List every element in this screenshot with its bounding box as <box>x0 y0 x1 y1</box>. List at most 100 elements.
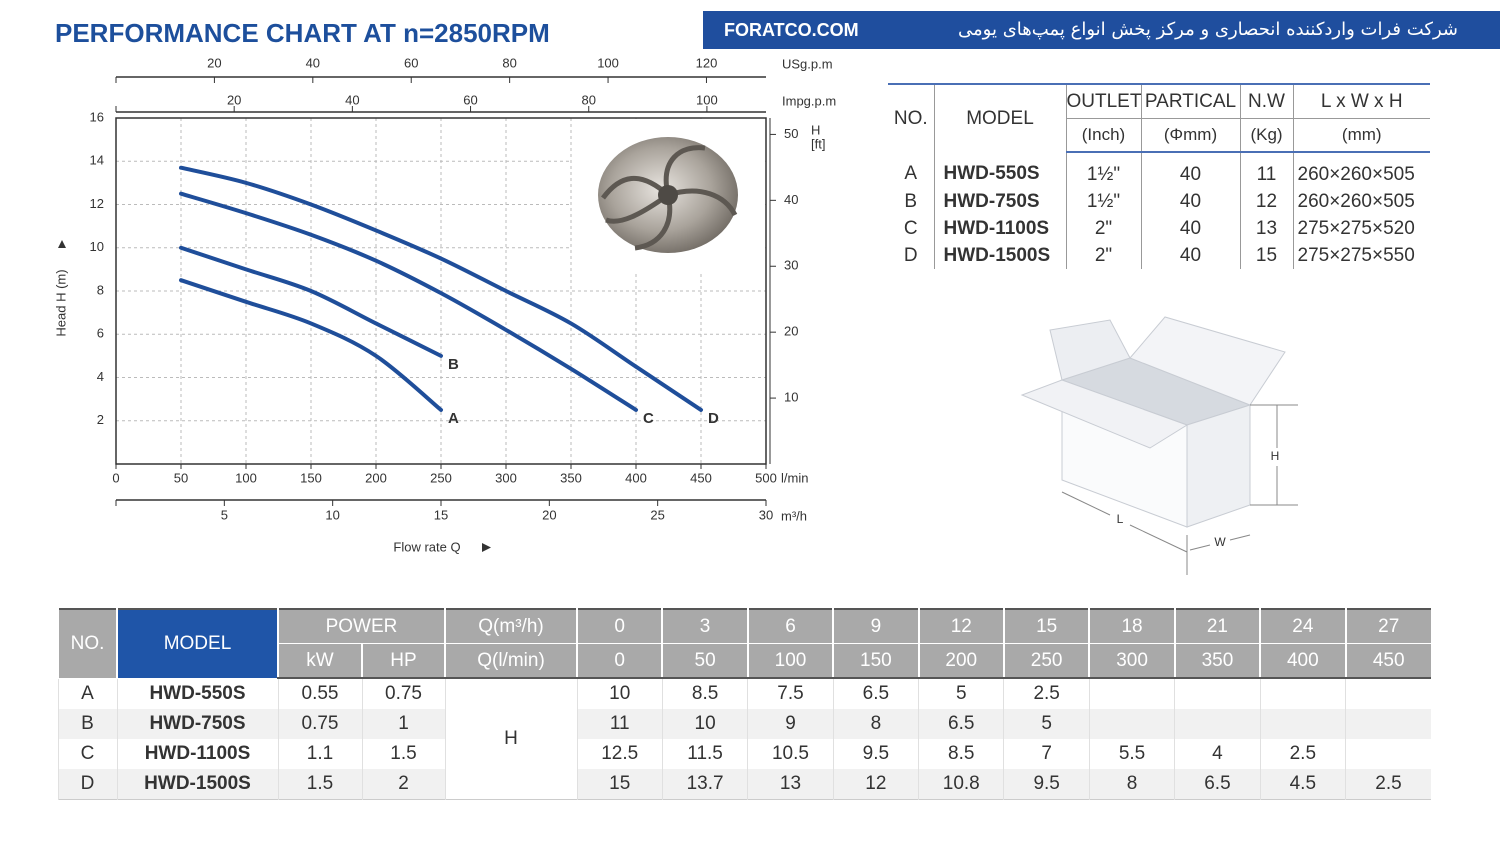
cell: HWD-750S <box>933 188 1066 215</box>
cell: 0.75 <box>361 678 445 709</box>
cell: 10 <box>576 678 663 709</box>
flow-header: 350 <box>1173 643 1261 679</box>
banner <box>703 11 1500 49</box>
cell <box>1174 678 1261 709</box>
y2-label: H <box>811 122 820 137</box>
flow-header: 0 <box>575 643 663 679</box>
performance-table: NO. MODEL POWER Q(m³/h) 0 3 6 9 12 15 18 21 24 27 kW HP… <box>57 608 1431 800</box>
x-tick-label: 150 <box>300 470 322 485</box>
column-header: Q(l/min) <box>444 643 577 679</box>
cell: 1 <box>361 709 445 739</box>
data-row: D HWD-1500S 1.5 2 15 13.7 13 12 10.8 9.5 8 6.5 4.5 2.… <box>57 769 1431 800</box>
cell: 11.5 <box>661 739 748 769</box>
axis-tick-label: 80 <box>581 92 595 107</box>
axis-tick-label: 120 <box>696 55 718 70</box>
y2-label: [ft] <box>811 136 825 151</box>
axis-tick-label: 30 <box>759 507 773 522</box>
cell: C <box>903 217 918 239</box>
cell: HWD-1500S <box>116 769 278 800</box>
axis-unit: USg.p.m <box>782 56 833 71</box>
cell: B <box>57 709 117 739</box>
cell: 1.5 <box>277 769 362 800</box>
cell: A <box>57 678 117 709</box>
x-tick-label: 200 <box>365 470 387 485</box>
y-label: Head H (m) <box>53 269 68 336</box>
cell: 275×275×520 <box>1292 215 1430 242</box>
cell: 5.5 <box>1088 739 1175 769</box>
cell: 2" <box>1065 242 1141 269</box>
flow-header: 300 <box>1088 643 1175 679</box>
x-tick-label: 50 <box>174 470 188 485</box>
cell: 2 <box>361 769 445 800</box>
flow-header: 450 <box>1344 643 1431 679</box>
cell: H <box>444 678 577 800</box>
flow-header: 12 <box>917 609 1004 644</box>
cell: 2" <box>1065 215 1141 242</box>
y-tick-label: 12 <box>90 196 104 211</box>
flow-header: 27 <box>1344 609 1431 644</box>
header-row: NO. MODEL POWER Q(m³/h) 0 3 6 9 12 15 18 21 24 27 <box>57 609 1431 679</box>
company: شرکت فرات واردکننده انحصاری و مرکز پخش ا… <box>958 19 1458 40</box>
cell: 12 <box>1239 188 1293 215</box>
cell <box>1345 739 1431 769</box>
flow-header: 15 <box>1002 609 1090 644</box>
page-title: PERFORMANCE CHART AT n=2850RPM <box>55 18 550 48</box>
x-label: Flow rate Q <box>393 539 460 554</box>
cell <box>1088 678 1175 709</box>
y-tick-label: 14 <box>90 153 104 168</box>
y2-tick-label: 10 <box>784 390 798 405</box>
column-unit: (Inch) <box>1065 118 1141 153</box>
cell: 7.5 <box>747 678 834 709</box>
y-tick-label: 2 <box>97 412 104 427</box>
curve <box>179 191 638 412</box>
column-unit: (mm) <box>1292 118 1430 153</box>
flow-header: 9 <box>832 609 919 644</box>
y2-tick-label: 50 <box>784 126 798 141</box>
cell: HWD-1100S <box>933 215 1066 242</box>
x-tick-label: 100 <box>235 470 257 485</box>
curve-label: C <box>643 410 654 427</box>
axis-tick-label: 80 <box>502 55 516 70</box>
column-header: Q(m³/h) <box>444 609 577 644</box>
column-header: MODEL <box>116 609 278 679</box>
cell: 13.7 <box>661 769 748 800</box>
cell: 0.75 <box>277 709 362 739</box>
flow-header: 0 <box>575 609 663 644</box>
cell: HWD-1100S <box>116 739 278 769</box>
cell: 1.1 <box>277 739 362 769</box>
cell: 8 <box>1088 769 1175 800</box>
cell <box>1088 709 1175 739</box>
data-row: C HWD-1100S 1.1 1.5 12.5 11.5 10.5 9.5 8.5 7 5.5 4 2… <box>57 739 1431 769</box>
column-header: NO. <box>888 83 934 152</box>
cell: 2.5 <box>1003 678 1090 709</box>
cell <box>1174 709 1261 739</box>
site: FORATCO.COM <box>724 20 859 40</box>
header-row: NO. MODEL OUTLET PARTICAL N.W L x W x H <box>888 83 1430 152</box>
cell: HWD-750S <box>116 709 278 739</box>
cell: 40 <box>1140 242 1240 269</box>
column-header: N.W <box>1239 83 1293 119</box>
cell: 13 <box>1239 215 1293 242</box>
cell: D <box>57 769 117 800</box>
cell: HWD-550S <box>933 152 1066 188</box>
cell: 6.5 <box>918 709 1004 739</box>
column-header: OUTLET <box>1065 83 1141 119</box>
x-unit: l/min <box>781 470 808 485</box>
axis-tick-label: 5 <box>221 507 228 522</box>
column-header: MODEL <box>933 83 1066 152</box>
axis-tick-label: 10 <box>325 507 339 522</box>
axis-tick-label: 20 <box>207 55 221 70</box>
axis-tick-label: 60 <box>404 55 418 70</box>
spec-row: B HWD-750S 1½" 40 12 260×260×505 <box>888 188 1430 215</box>
cell: 5 <box>1003 709 1090 739</box>
cell: 12.5 <box>576 739 663 769</box>
cell: 8.5 <box>661 678 748 709</box>
axis-tick-label: 40 <box>345 92 359 107</box>
column-header: NO. <box>57 609 117 679</box>
column-header: kW <box>277 643 362 679</box>
cell: 9.5 <box>832 739 919 769</box>
spec-row: C HWD-1100S 2" 40 13 275×275×520 <box>888 215 1430 242</box>
x-tick-label: 300 <box>495 470 517 485</box>
flow-header: 3 <box>661 609 748 644</box>
